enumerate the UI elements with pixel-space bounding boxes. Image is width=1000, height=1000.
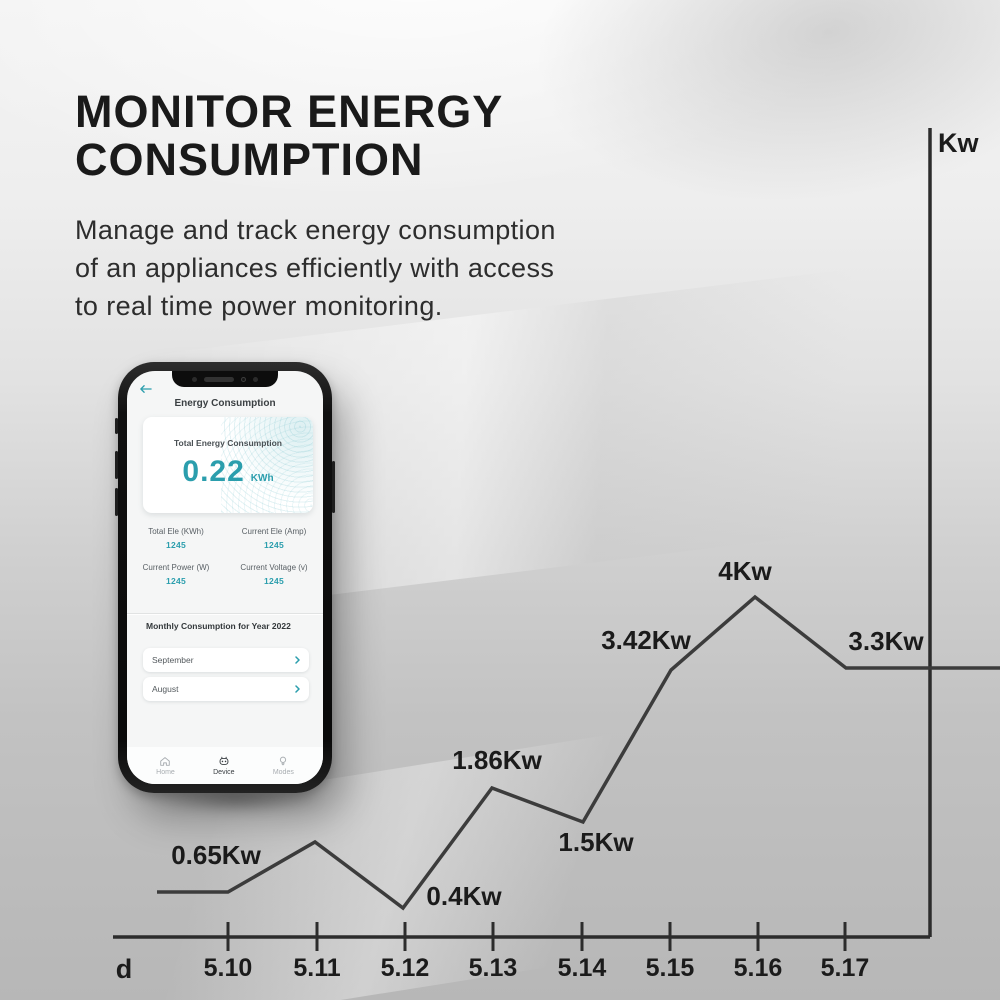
sensor-dot-icon (192, 376, 197, 382)
description-line: of an appliances efficiently with access (75, 253, 555, 283)
x-axis-label: d (116, 954, 133, 984)
page-title-line: CONSUMPTION (75, 134, 424, 185)
modes-icon (280, 756, 287, 766)
data-point-label: 0.65Kw (171, 840, 261, 870)
description-line: to real time power monitoring. (75, 291, 443, 321)
speaker-slot (204, 376, 234, 382)
x-tick-label: 5.17 (821, 954, 870, 982)
app-screen-title: Energy Consumption (174, 398, 276, 409)
description-line: Manage and track energy consumption (75, 215, 556, 245)
x-tick-label: 5.15 (646, 954, 695, 982)
stat-label: Current Voltage (v) (240, 563, 308, 572)
x-tick-label: 5.14 (558, 954, 607, 982)
page-title-line: MONITOR ENERGY (75, 86, 504, 137)
stat-value: 1245 (263, 576, 285, 586)
nav-item-label: Modes (272, 769, 294, 776)
total-energy-unit: KWh (250, 473, 274, 484)
x-tick-label: 5.13 (469, 954, 518, 982)
phone-screen: Energy Consumption Total Energy Consumpt… (127, 371, 323, 784)
data-point-label: 3.42Kw (601, 625, 691, 655)
x-tick-label: 5.11 (293, 954, 340, 982)
nav-item-label: Device (213, 769, 235, 776)
phone-mockup: Energy Consumption Total Energy Consumpt… (115, 362, 335, 793)
stat-value: 1245 (263, 540, 285, 550)
bottom-nav: Home Device Modes (127, 747, 323, 784)
stats-grid: Total Ele (KWh) 1245 Current Ele (Amp) 1… (127, 527, 323, 586)
stat-current-voltage: Current Voltage (v) 1245 (225, 563, 323, 586)
page-title: MONITOR ENERGY CONSUMPTION (75, 88, 715, 184)
nav-item-home[interactable]: Home (156, 755, 175, 776)
chevron-right-icon (295, 656, 300, 664)
monthly-section-title: Monthly Consumption for Year 2022 (146, 621, 291, 631)
total-energy-label: Total Energy Consumption (174, 438, 282, 448)
device-icon (219, 756, 229, 765)
phone-notch (172, 371, 278, 387)
phone-volume-up-button (115, 451, 118, 479)
consumption-line (157, 594, 1000, 911)
phone-power-button (332, 461, 335, 513)
chevron-right-icon (295, 685, 300, 693)
month-row-label: August (152, 684, 179, 694)
stat-value: 1245 (165, 576, 187, 586)
sensor-dot-icon (253, 376, 258, 382)
total-energy-value-row: 0.22 KWh (143, 455, 313, 489)
nav-item-modes[interactable]: Modes (273, 755, 294, 776)
stat-label: Current Ele (Amp) (241, 527, 307, 536)
stat-total-ele: Total Ele (KWh) 1245 (127, 527, 225, 550)
y-axis-label: Kw (938, 128, 979, 158)
phone-mute-switch (115, 418, 118, 434)
x-tick-label: 5.12 (381, 954, 430, 982)
stat-label: Total Ele (KWh) (148, 527, 204, 536)
stat-current-power: Current Power (W) 1245 (127, 563, 225, 586)
section-divider (127, 613, 323, 614)
month-row-september[interactable]: September (143, 648, 309, 672)
total-energy-card: Total Energy Consumption 0.22 KWh (143, 417, 313, 513)
stat-label: Current Power (W) (142, 563, 210, 572)
x-tick-label: 5.10 (204, 954, 253, 982)
phone-volume-down-button (115, 488, 118, 516)
decorative-mesh-pattern (221, 417, 313, 513)
stat-value: 1245 (165, 540, 187, 550)
nav-item-label: Home (156, 769, 175, 776)
data-point-label: 3.3Kw (848, 626, 924, 656)
hero-section: MONITOR ENERGY CONSUMPTION Manage and tr… (75, 88, 715, 325)
data-point-label: 4Kw (718, 556, 772, 586)
home-icon (160, 757, 171, 766)
camera-dot-icon (241, 376, 246, 382)
total-energy-value: 0.22 (182, 455, 245, 488)
back-button[interactable] (139, 384, 152, 394)
data-point-label: 1.86Kw (452, 745, 542, 775)
x-tick-label: 5.16 (734, 954, 783, 982)
month-row-august[interactable]: August (143, 677, 309, 701)
stat-current-ele: Current Ele (Amp) 1245 (225, 527, 323, 550)
arrow-left-icon (140, 385, 152, 393)
nav-item-device[interactable]: Device (213, 755, 235, 776)
data-point-label: 1.5Kw (558, 827, 634, 857)
month-row-label: September (152, 655, 194, 665)
data-point-label: 0.4Kw (426, 881, 502, 911)
page-description: Manage and track energy consumption of a… (75, 211, 715, 325)
